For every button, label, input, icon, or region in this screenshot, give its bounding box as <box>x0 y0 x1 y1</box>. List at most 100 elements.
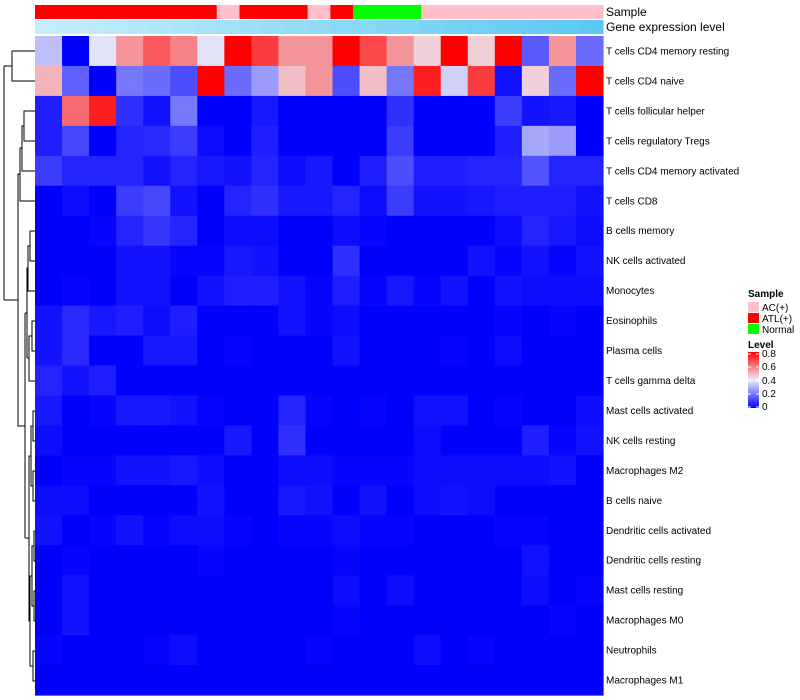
heatmap-cell <box>332 575 361 606</box>
heatmap-cell <box>62 575 90 606</box>
heatmap-cell <box>62 155 90 187</box>
heatmap-cell <box>251 485 280 516</box>
heatmap-cell <box>413 545 442 576</box>
heatmap-cell <box>35 65 63 97</box>
heatmap-cell <box>170 305 198 337</box>
heatmap-cell <box>467 425 496 456</box>
gene-expression-annotation-cell <box>375 20 400 34</box>
heatmap-cell <box>332 515 361 546</box>
heatmap-cell <box>62 275 90 307</box>
heatmap-cell <box>170 605 198 636</box>
row-label: T cells CD4 naive <box>606 76 685 87</box>
gene-expression-annotation-cell <box>125 20 150 34</box>
heatmap-cell <box>89 365 117 397</box>
heatmap-cell <box>224 515 252 546</box>
heatmap-cell <box>548 395 577 427</box>
heatmap-cell <box>224 575 252 606</box>
heatmap-cell <box>467 155 496 187</box>
heatmap-cell <box>224 365 252 397</box>
heatmap-cell <box>143 275 171 307</box>
gene-expression-annotation-cell <box>489 20 513 34</box>
heatmap-cell <box>62 485 90 516</box>
gene-expression-annotation-cell <box>57 20 82 34</box>
heatmap-cell <box>494 335 523 367</box>
heatmap-cell <box>197 485 225 516</box>
heatmap-cell <box>143 95 171 127</box>
heatmap-cell <box>89 485 117 516</box>
sample-annotation-cell <box>398 5 422 19</box>
heatmap-cell <box>89 455 117 486</box>
heatmap-cell <box>467 485 496 516</box>
heatmap-cell <box>575 605 604 636</box>
heatmap-cell <box>521 155 550 187</box>
heatmap-cell <box>197 665 225 696</box>
heatmap-cell <box>35 485 63 516</box>
heatmap-cell <box>197 455 225 486</box>
heatmap-cell <box>35 635 63 666</box>
gene-expression-annotation-cell <box>262 20 286 34</box>
heatmap-cell <box>251 395 280 427</box>
heatmap-cell <box>494 125 523 157</box>
heatmap-cell <box>548 335 577 367</box>
gene-expression-annotation-cell <box>103 20 127 34</box>
gene-expression-annotation-cell <box>284 20 309 34</box>
sample-annotation-cell <box>148 5 172 19</box>
heatmap-cell <box>89 305 117 337</box>
heatmap-cell <box>197 275 225 307</box>
heatmap-cell <box>278 485 307 516</box>
heatmap-cell <box>521 515 550 546</box>
heatmap-cell <box>305 65 334 97</box>
heatmap-cell <box>116 245 144 277</box>
sample-annotation-cell <box>239 5 263 19</box>
heatmap-cell <box>116 95 144 127</box>
heatmap-cell <box>89 155 117 187</box>
heatmap-cell <box>494 485 523 516</box>
heatmap-cell <box>332 635 361 666</box>
heatmap-cell <box>224 275 252 307</box>
heatmap-cell <box>548 515 577 546</box>
heatmap-cell <box>116 365 144 397</box>
heatmap-cell <box>62 515 90 546</box>
heatmap-cell <box>494 395 523 427</box>
heatmap-cell <box>116 185 144 217</box>
heatmap-cell <box>305 215 334 247</box>
row-label: Neutrophils <box>606 646 657 657</box>
heatmap-cell <box>305 515 334 546</box>
heatmap-cell <box>521 425 550 456</box>
heatmap-cell <box>224 155 252 187</box>
heatmap-cell <box>467 95 496 127</box>
heatmap-cell <box>62 455 90 486</box>
heatmap-cell <box>89 245 117 277</box>
heatmap-cell <box>440 665 469 696</box>
heatmap-cell <box>440 95 469 127</box>
row-label: T cells regulatory Tregs <box>606 136 710 147</box>
heatmap-cell <box>143 155 171 187</box>
heatmap-cell <box>575 485 604 516</box>
heatmap-cell <box>251 455 280 486</box>
heatmap-cell <box>413 515 442 546</box>
heatmap-cell <box>575 335 604 367</box>
heatmap-cell <box>251 305 280 337</box>
heatmap-cell <box>467 65 496 97</box>
heatmap-cell <box>305 125 334 157</box>
heatmap-cell <box>575 36 604 67</box>
heatmap-cell <box>575 245 604 277</box>
heatmap-cell <box>413 305 442 337</box>
heatmap-cell <box>251 65 280 97</box>
heatmap-cell <box>332 545 361 576</box>
heatmap-cell <box>440 485 469 516</box>
legend-label-normal: Normal <box>762 325 794 336</box>
heatmap-cell <box>251 605 280 636</box>
heatmap-cell <box>251 215 280 247</box>
heatmap-cell <box>413 95 442 127</box>
row-label: Mast cells activated <box>606 406 693 417</box>
heatmap-cell <box>359 305 388 337</box>
heatmap-cell <box>332 215 361 247</box>
heatmap-cell <box>575 95 604 127</box>
heatmap-cell <box>413 275 442 307</box>
heatmap-cell <box>467 335 496 367</box>
heatmap-cell <box>305 425 334 456</box>
heatmap-cell <box>305 605 334 636</box>
row-label: Dendritic cells activated <box>606 526 711 537</box>
level-tick-0: 0 <box>762 402 768 413</box>
